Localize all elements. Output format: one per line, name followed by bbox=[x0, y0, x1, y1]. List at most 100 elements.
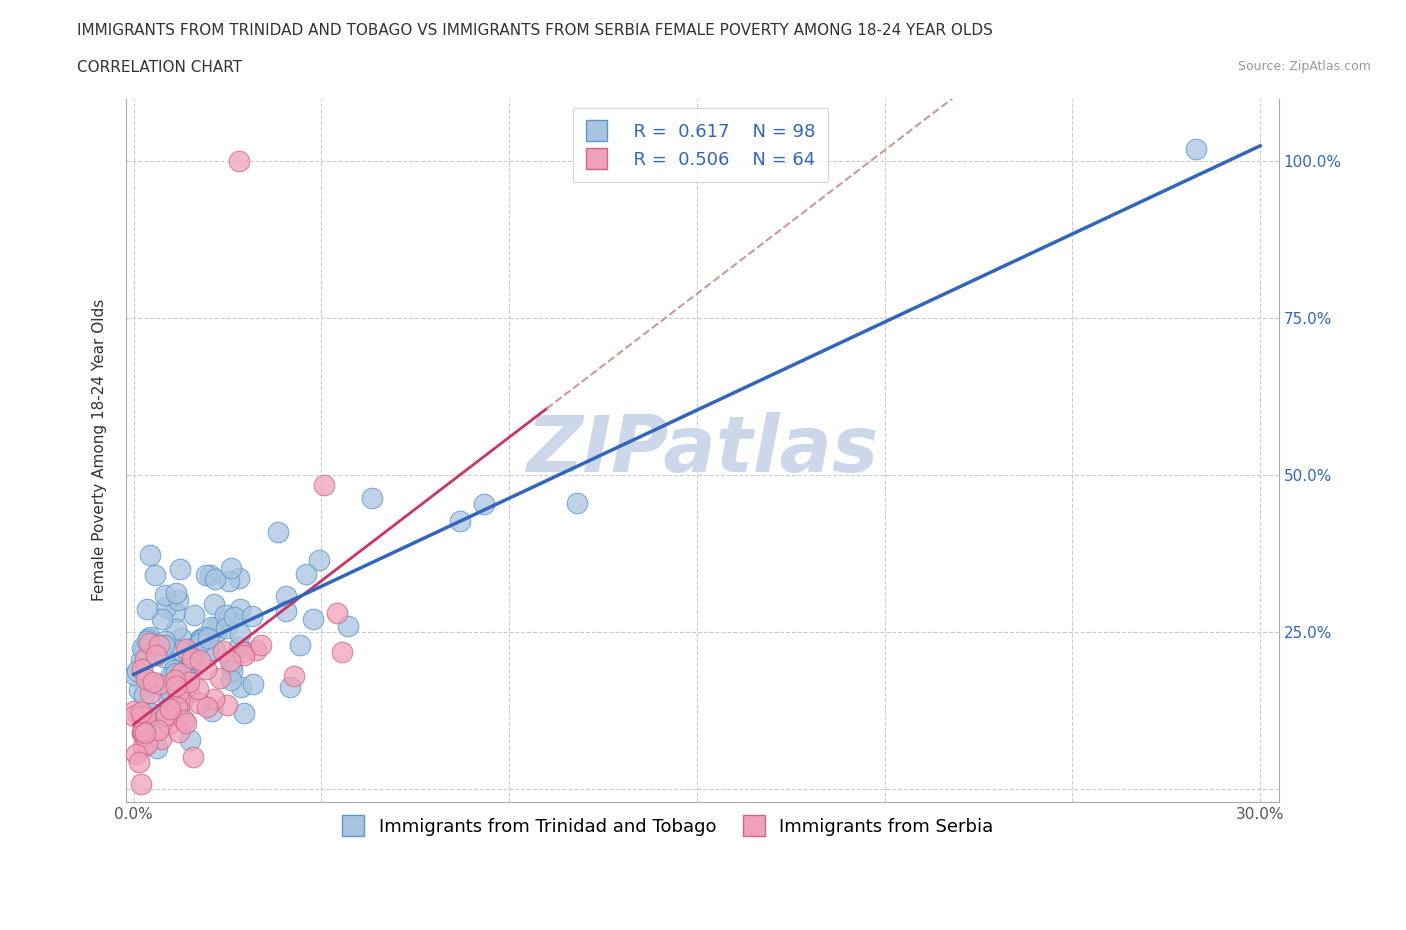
Point bbox=[148, 723, 170, 737]
Point bbox=[177, 659, 200, 674]
Point bbox=[129, 708, 152, 723]
Point bbox=[124, 667, 146, 682]
Point bbox=[145, 647, 167, 662]
Point bbox=[134, 652, 156, 667]
Point bbox=[145, 740, 167, 755]
Point bbox=[190, 635, 212, 650]
Point bbox=[169, 724, 191, 739]
Y-axis label: Female Poverty Among 18-24 Year Olds: Female Poverty Among 18-24 Year Olds bbox=[93, 299, 107, 602]
Point bbox=[179, 732, 201, 747]
Point bbox=[276, 589, 298, 604]
Point bbox=[181, 651, 204, 666]
Point bbox=[278, 680, 301, 695]
Point bbox=[218, 574, 240, 589]
Text: Source: ZipAtlas.com: Source: ZipAtlas.com bbox=[1237, 60, 1371, 73]
Point bbox=[242, 677, 264, 692]
Point bbox=[128, 754, 150, 769]
Point bbox=[215, 620, 238, 635]
Point bbox=[201, 619, 224, 634]
Point bbox=[153, 679, 176, 694]
Point bbox=[146, 706, 169, 721]
Point bbox=[150, 710, 173, 724]
Point bbox=[326, 605, 349, 620]
Point bbox=[180, 655, 202, 670]
Point bbox=[142, 674, 165, 689]
Point bbox=[153, 633, 176, 648]
Point bbox=[132, 728, 155, 743]
Point bbox=[195, 568, 218, 583]
Text: ZIPatlas: ZIPatlas bbox=[526, 412, 879, 488]
Point bbox=[198, 567, 221, 582]
Text: CORRELATION CHART: CORRELATION CHART bbox=[77, 60, 242, 75]
Point bbox=[131, 705, 153, 720]
Point bbox=[197, 631, 219, 646]
Point bbox=[361, 490, 384, 505]
Point bbox=[159, 702, 181, 717]
Point bbox=[170, 666, 193, 681]
Point bbox=[229, 602, 252, 617]
Point bbox=[132, 642, 155, 657]
Point bbox=[181, 750, 204, 764]
Point bbox=[143, 637, 166, 652]
Point bbox=[169, 662, 191, 677]
Point bbox=[200, 704, 222, 719]
Point bbox=[179, 674, 201, 689]
Point bbox=[165, 666, 187, 681]
Point bbox=[188, 653, 211, 668]
Legend: Immigrants from Trinidad and Tobago, Immigrants from Serbia: Immigrants from Trinidad and Tobago, Imm… bbox=[330, 803, 1007, 849]
Point bbox=[148, 677, 170, 692]
Point bbox=[177, 677, 200, 692]
Point bbox=[214, 607, 236, 622]
Point bbox=[159, 670, 181, 684]
Point bbox=[173, 712, 195, 727]
Point bbox=[131, 641, 153, 656]
Point bbox=[159, 684, 181, 699]
Point bbox=[127, 664, 149, 679]
Point bbox=[135, 671, 157, 686]
Point bbox=[152, 649, 174, 664]
Point bbox=[155, 709, 177, 724]
Point bbox=[232, 647, 254, 662]
Point bbox=[228, 154, 250, 169]
Point bbox=[193, 630, 215, 644]
Point bbox=[187, 655, 209, 670]
Point bbox=[163, 662, 186, 677]
Point bbox=[194, 661, 217, 676]
Point bbox=[136, 633, 159, 648]
Point bbox=[233, 706, 256, 721]
Point bbox=[472, 497, 495, 512]
Point bbox=[132, 724, 155, 738]
Point bbox=[136, 602, 159, 617]
Point bbox=[131, 725, 153, 740]
Point bbox=[1185, 141, 1208, 156]
Point bbox=[157, 689, 180, 704]
Point bbox=[283, 669, 305, 684]
Point bbox=[228, 640, 250, 655]
Point bbox=[128, 683, 150, 698]
Point bbox=[308, 552, 330, 567]
Point bbox=[134, 724, 156, 738]
Point bbox=[136, 631, 159, 646]
Point bbox=[152, 637, 174, 652]
Point bbox=[245, 643, 267, 658]
Point bbox=[132, 739, 155, 754]
Point bbox=[219, 654, 242, 669]
Point bbox=[163, 604, 186, 619]
Point bbox=[229, 627, 252, 642]
Point bbox=[122, 709, 145, 724]
Point bbox=[240, 609, 263, 624]
Point bbox=[159, 684, 181, 699]
Point bbox=[204, 571, 226, 586]
Point bbox=[183, 608, 205, 623]
Point bbox=[274, 604, 297, 618]
Point bbox=[219, 673, 242, 688]
Point bbox=[167, 673, 190, 688]
Point bbox=[202, 692, 225, 707]
Point bbox=[332, 645, 354, 660]
Point bbox=[204, 643, 226, 658]
Point bbox=[138, 548, 160, 563]
Point bbox=[232, 645, 254, 660]
Point bbox=[202, 596, 225, 611]
Point bbox=[166, 685, 188, 700]
Point bbox=[181, 651, 204, 666]
